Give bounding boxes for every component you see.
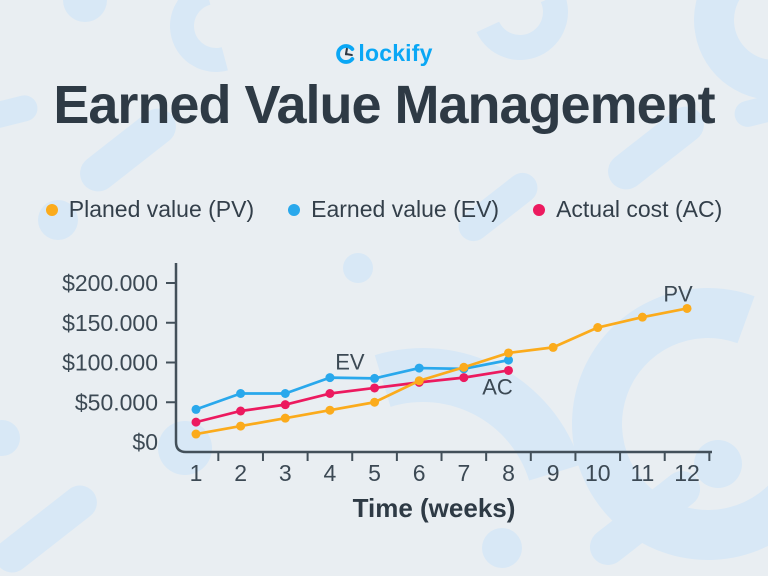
annotation-ac: AC [482, 374, 513, 399]
x-tick-label: 12 [674, 460, 700, 486]
point-pv-week-4 [325, 405, 335, 415]
decor-circle-shape [0, 420, 20, 456]
decor-circle-shape [482, 528, 522, 568]
y-tick-label: $0 [132, 429, 158, 455]
clockify-logo: lockify [0, 40, 768, 67]
x-tick-label: 1 [190, 460, 203, 486]
decor-circle-shape [38, 200, 78, 240]
point-ac-week-4 [325, 389, 335, 399]
decor-circle-shape [694, 440, 742, 488]
point-pv-week-11 [637, 312, 647, 322]
legend-item-ev: Earned value (EV) [288, 196, 499, 223]
x-tick-label: 10 [585, 460, 611, 486]
legend-label-pv: Planed value (PV) [68, 196, 255, 222]
point-ev-week-8 [503, 355, 513, 365]
point-pv-week-10 [593, 323, 603, 333]
x-tick-label: 5 [368, 460, 381, 486]
decor-circle-shape [158, 421, 212, 475]
y-tick-label: $50.000 [75, 389, 158, 415]
page-title: Earned Value Management [53, 75, 715, 135]
x-tick-label: 2 [234, 460, 247, 486]
y-tick-label: $150.000 [62, 310, 158, 336]
point-ac-week-2 [236, 406, 246, 416]
point-ac-week-7 [459, 373, 469, 383]
point-pv-week-5 [370, 397, 380, 407]
decor-semicircle-shape [63, 0, 107, 22]
x-tick-label: 11 [630, 460, 654, 486]
line-pv [195, 307, 688, 436]
x-tick-label: 8 [502, 460, 515, 486]
point-ev-week-3 [280, 389, 290, 399]
y-tick-label: $200.000 [62, 270, 158, 296]
legend-label-ev: Earned value (EV) [311, 196, 500, 222]
point-ac-week-1 [191, 417, 201, 427]
legend-item-pv: Planed value (PV) [45, 196, 255, 223]
point-ac-week-3 [280, 400, 290, 410]
legend-label-ac: Actual cost (AC) [556, 196, 723, 222]
chart-legend: Planed value (PV) Earned value (EV) Actual… [0, 196, 768, 223]
point-pv-week-8 [503, 348, 513, 358]
point-pv-week-9 [548, 342, 558, 352]
x-tick-label: 7 [457, 460, 470, 486]
point-ac-week-5 [370, 383, 380, 393]
point-ev-week-2 [236, 389, 246, 399]
y-tick-label: $100.000 [62, 350, 158, 376]
x-tick-label: 9 [547, 460, 560, 486]
point-ev-week-6 [414, 363, 424, 373]
legend-dot-pv [45, 203, 58, 216]
point-pv-week-2 [236, 421, 246, 431]
x-tick-label: 6 [413, 460, 426, 486]
axes [174, 263, 712, 454]
point-ac-week-8 [503, 365, 513, 375]
legend-dot-ac [533, 203, 546, 216]
clockify-wordmark: lockify [358, 40, 433, 66]
legend-item-ac: Actual cost (AC) [533, 196, 722, 223]
point-pv-week-6 [414, 376, 424, 386]
point-ev-week-5 [370, 373, 380, 383]
point-ev-week-1 [191, 404, 201, 414]
legend-dot-ev [288, 203, 301, 216]
point-pv-week-12 [682, 303, 692, 313]
point-ev-week-4 [325, 373, 335, 383]
annotation-pv: PV [663, 281, 693, 306]
x-tick-label: 4 [324, 460, 337, 486]
point-pv-week-3 [280, 413, 290, 423]
annotation-ev: EV [335, 350, 365, 375]
x-axis-title: Time (weeks) [353, 493, 516, 523]
point-pv-week-1 [191, 429, 201, 439]
decor-circle-shape [343, 253, 373, 283]
clockify-clock-icon [336, 43, 355, 64]
line-ac [195, 369, 509, 424]
x-tick-label: 3 [279, 460, 292, 486]
point-pv-week-7 [459, 362, 469, 372]
